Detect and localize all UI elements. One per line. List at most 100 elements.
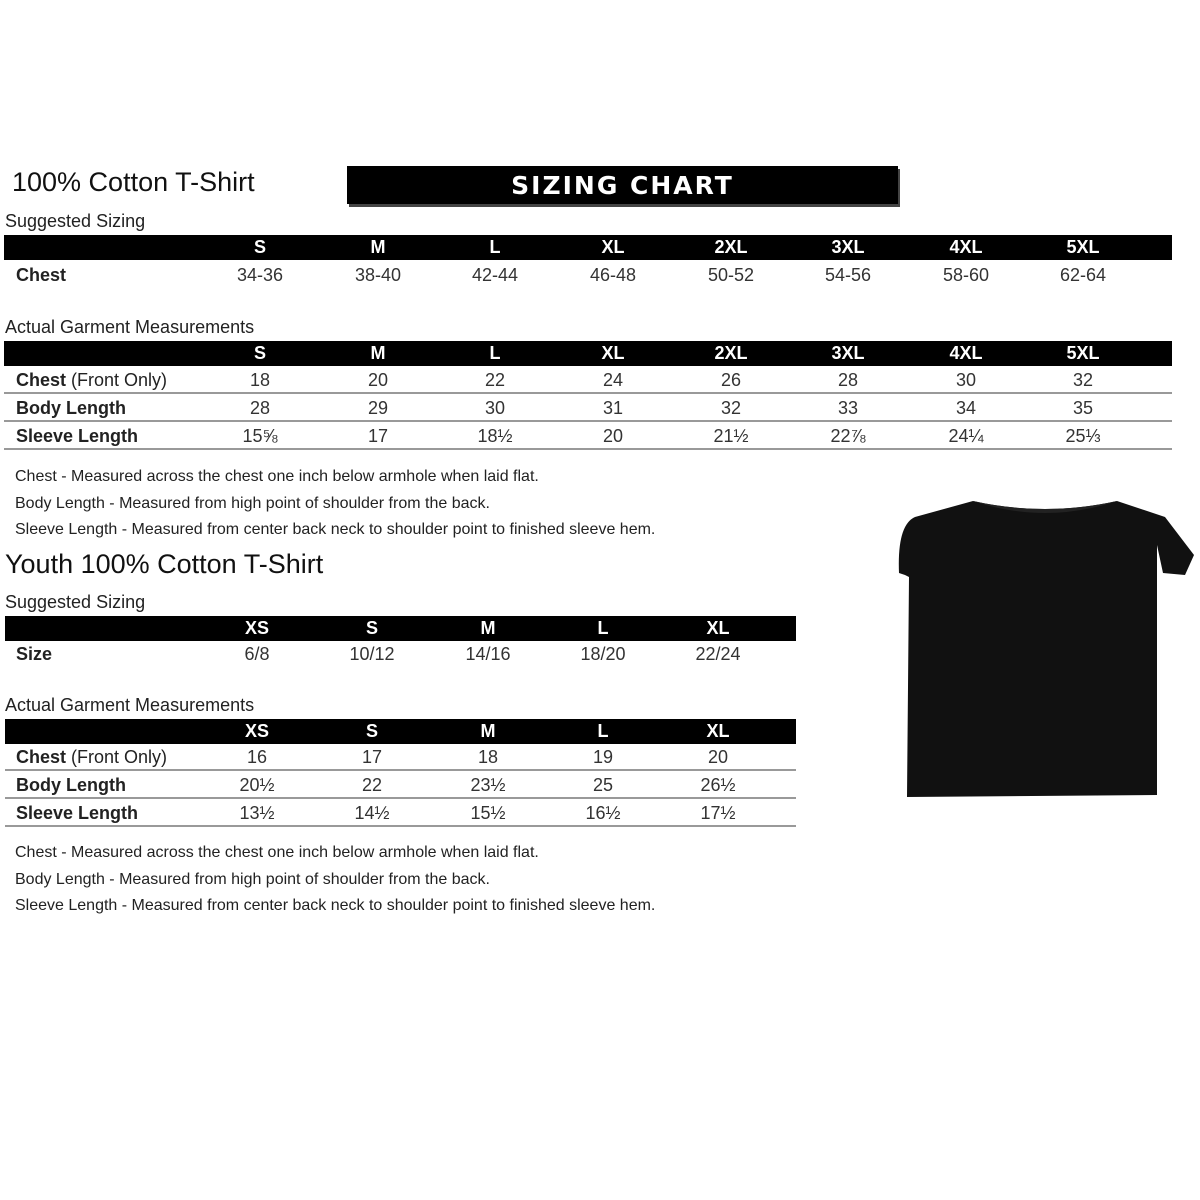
table-cell: 28 [837, 370, 859, 390]
size-header-xs: XS [244, 721, 270, 741]
size-header-m: M [480, 721, 496, 741]
size-header-2xl: 2XL [714, 237, 748, 257]
measurement-note: Chest - Measured across the chest one in… [15, 468, 539, 485]
table-cell: 6/8 [244, 644, 270, 664]
size-header-m: M [480, 618, 496, 638]
youth-actual_rows-header-row: XS S M L XL [5, 719, 796, 744]
row-label-text: Size [16, 644, 53, 664]
size-header-4xl: 4XL [949, 343, 983, 363]
row-label: Body Length [16, 775, 126, 796]
table-cell: 29 [367, 398, 389, 418]
row-label: Chest [16, 265, 66, 286]
size-header-s: S [253, 237, 267, 257]
row-label-text: Body Length [16, 398, 126, 418]
table-cell: 28 [249, 398, 271, 418]
table-cell: 22 [484, 370, 506, 390]
table-cell: 58-60 [942, 265, 990, 285]
size-header-xs: XS [244, 618, 270, 638]
size-header-xl: XL [706, 721, 730, 741]
table-cell: 26 [720, 370, 742, 390]
table-cell: 15⅝ [242, 426, 278, 446]
row-label-text: Sleeve Length [16, 426, 139, 446]
size-header-l: L [489, 237, 501, 257]
row-divider [5, 797, 796, 799]
size-header-xl: XL [706, 618, 730, 638]
table-cell: 32 [1072, 370, 1094, 390]
table-cell: 22⅞ [830, 426, 866, 446]
row-label: Sleeve Length [16, 426, 138, 447]
row-label: Chest (Front Only) [16, 747, 167, 768]
row-divider [5, 769, 796, 771]
table-cell: 16 [246, 747, 268, 767]
row-label-text: Chest [16, 265, 67, 285]
table-cell: 17 [367, 426, 389, 446]
table-cell: 20 [707, 747, 729, 767]
size-header-3xl: 3XL [831, 343, 865, 363]
table-cell: 34-36 [236, 265, 284, 285]
measurement-note: Sleeve Length - Measured from center bac… [15, 897, 656, 914]
table-cell: 17½ [700, 803, 736, 823]
table-cell: 16½ [585, 803, 621, 823]
table-cell: 20 [367, 370, 389, 390]
table-cell: 17 [361, 747, 383, 767]
table-cell: 25 [592, 775, 614, 795]
row-divider [5, 825, 796, 827]
table-cell: 19 [592, 747, 614, 767]
row-label: Body Length [16, 398, 126, 419]
table-cell: 20 [602, 426, 624, 446]
table-cell: 18 [249, 370, 271, 390]
table-cell: 26½ [700, 775, 736, 795]
table-cell: 24¼ [948, 426, 984, 446]
size-header-xl: XL [601, 237, 625, 257]
size-header-5xl: 5XL [1066, 237, 1100, 257]
row-label: Chest (Front Only) [16, 370, 167, 391]
row-label-extra: (Front Only) [66, 747, 168, 767]
row-label-extra: (Front Only) [66, 370, 168, 390]
table-cell: 23½ [470, 775, 506, 795]
size-header-5xl: 5XL [1066, 343, 1100, 363]
youth-suggested-label: Suggested Sizing [5, 592, 146, 612]
size-header-2xl: 2XL [714, 343, 748, 363]
table-cell: 18/20 [580, 644, 626, 664]
table-cell: 22/24 [695, 644, 741, 664]
row-label-text: Chest [16, 747, 67, 767]
table-cell: 30 [955, 370, 977, 390]
row-label: Sleeve Length [16, 803, 138, 824]
table-cell: 38-40 [354, 265, 402, 285]
size-header-m: M [370, 237, 386, 257]
table-cell: 30 [484, 398, 506, 418]
youth-title: Youth 100% Cotton T-Shirt [5, 549, 324, 579]
row-label-text: Sleeve Length [16, 803, 139, 823]
sizing-chart-banner: SIZING CHART [347, 166, 898, 204]
measurement-note: Body Length - Measured from high point o… [15, 494, 490, 512]
row-divider [4, 420, 1172, 422]
row-divider [4, 448, 1172, 450]
table-cell: 18½ [477, 426, 513, 446]
measurement-note: Body Length - Measured from high point o… [15, 870, 490, 888]
adult-suggested-label: Suggested Sizing [5, 211, 146, 231]
table-cell: 33 [837, 398, 859, 418]
row-label-text: Chest [16, 370, 67, 390]
table-cell: 14½ [354, 803, 390, 823]
adult-title: 100% Cotton T-Shirt [12, 167, 255, 197]
table-cell: 22 [361, 775, 383, 795]
table-cell: 14/16 [465, 644, 511, 664]
table-cell: 31 [602, 398, 624, 418]
adult-actual-label: Actual Garment Measurements [5, 317, 255, 337]
table-cell: 50-52 [707, 265, 755, 285]
table-cell: 10/12 [349, 644, 395, 664]
size-header-l: L [597, 721, 609, 741]
size-header-l: L [489, 343, 501, 363]
size-header-s: S [365, 721, 379, 741]
table-cell: 15½ [470, 803, 506, 823]
table-cell: 42-44 [471, 265, 519, 285]
youth-suggested_rows-header-row: XS S M L XL [5, 616, 796, 641]
table-cell: 21½ [713, 426, 749, 446]
table-cell: 46-48 [589, 265, 637, 285]
size-header-xl: XL [601, 343, 625, 363]
table-cell: 20½ [239, 775, 275, 795]
black-tshirt-image [898, 501, 1194, 797]
row-label-text: Body Length [16, 775, 126, 795]
table-cell: 13½ [239, 803, 275, 823]
table-cell: 54-56 [824, 265, 872, 285]
